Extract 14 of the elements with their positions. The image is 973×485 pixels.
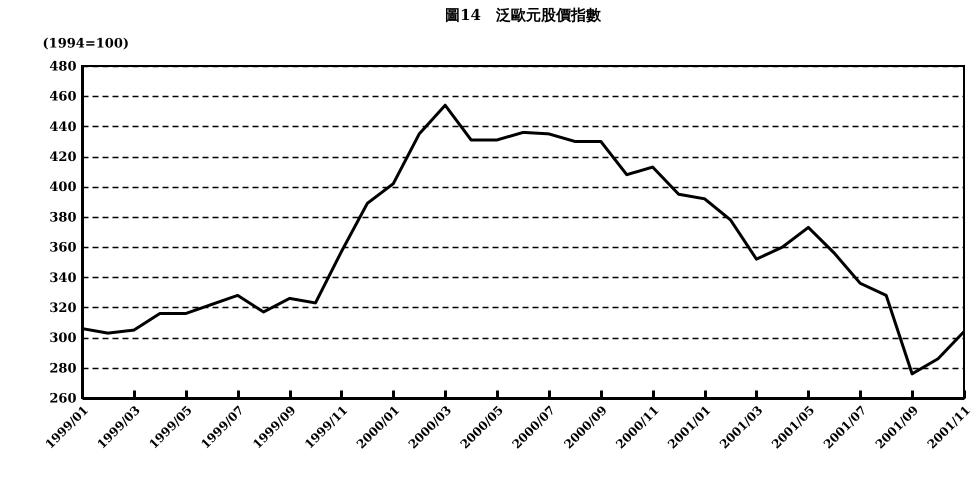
- y-tick-label: 380: [49, 210, 76, 226]
- y-tick-label: 420: [49, 150, 76, 166]
- y-tick-label: 440: [49, 120, 76, 135]
- y-tick-label: 320: [49, 300, 76, 316]
- y-tick-label: 460: [49, 90, 76, 105]
- y-tick-label: 260: [49, 392, 76, 406]
- chart-title: 圖14 泛歐元股價指數: [445, 6, 602, 24]
- y-tick-label: 280: [49, 361, 76, 376]
- y-tick-label: 360: [49, 240, 76, 256]
- y-axis-title: (1994=100): [42, 36, 130, 52]
- y-tick-label: 300: [49, 331, 76, 346]
- y-tick-label: 340: [49, 270, 76, 286]
- y-tick-label: 400: [49, 180, 76, 196]
- y-tick-label: 480: [49, 60, 76, 74]
